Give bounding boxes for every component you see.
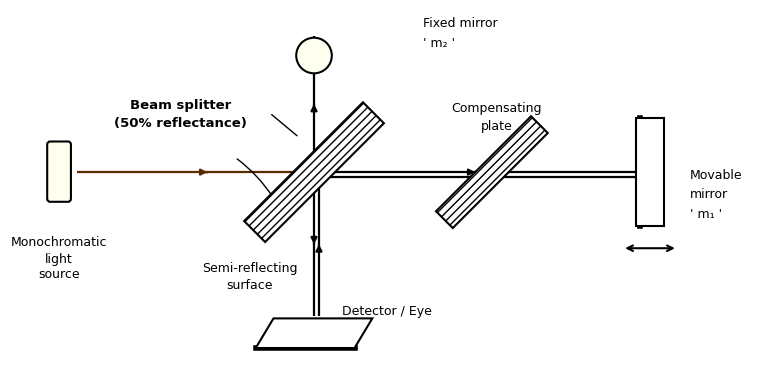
Polygon shape xyxy=(244,102,384,242)
FancyBboxPatch shape xyxy=(47,142,71,202)
Text: light: light xyxy=(45,252,73,266)
Text: source: source xyxy=(38,268,80,281)
Text: Fixed mirror: Fixed mirror xyxy=(422,17,498,30)
Text: Movable: Movable xyxy=(690,168,742,182)
Text: plate: plate xyxy=(481,120,513,133)
Polygon shape xyxy=(436,116,548,228)
Text: Compensating: Compensating xyxy=(452,102,542,115)
Text: Semi-reflecting: Semi-reflecting xyxy=(202,262,297,276)
Text: surface: surface xyxy=(227,279,273,292)
Text: mirror: mirror xyxy=(690,188,727,201)
Text: Beam splitter: Beam splitter xyxy=(130,99,231,112)
Text: Detector / Eye: Detector / Eye xyxy=(342,305,432,318)
Text: ' m₂ ': ' m₂ ' xyxy=(422,37,455,50)
Bar xyxy=(636,118,664,226)
Polygon shape xyxy=(256,319,372,348)
Text: Monochromatic: Monochromatic xyxy=(11,236,108,249)
Circle shape xyxy=(296,38,332,73)
Text: (50% reflectance): (50% reflectance) xyxy=(114,117,247,130)
Text: ' m₁ ': ' m₁ ' xyxy=(690,208,722,221)
